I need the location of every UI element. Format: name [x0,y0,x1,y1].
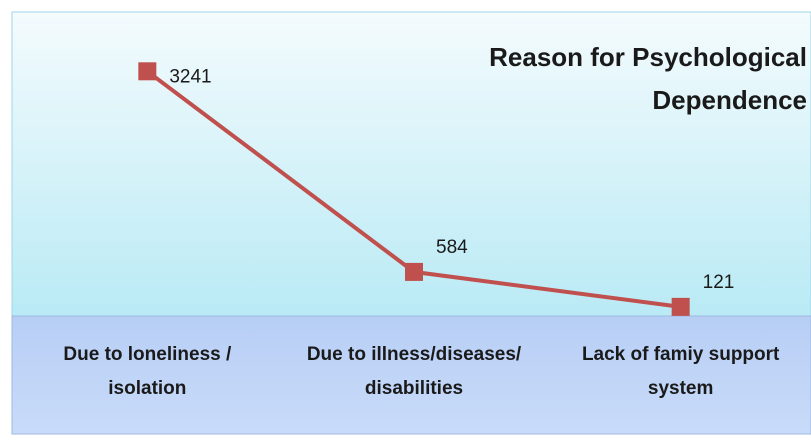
plot-floor [11,315,811,435]
marker [405,262,423,281]
data-label: 584 [436,237,468,258]
data-label: 3241 [169,66,211,87]
x-tick-label: Lack of famiy support system [581,344,780,399]
x-tick-label: Due to loneliness / isolation [63,344,232,399]
marker [138,62,157,81]
marker [671,297,690,316]
x-tick-label: Due to illness/diseases/ disabilities [306,344,522,399]
data-label: 121 [703,272,735,293]
chart-title: Reason for Psychological Dependence [489,42,807,115]
